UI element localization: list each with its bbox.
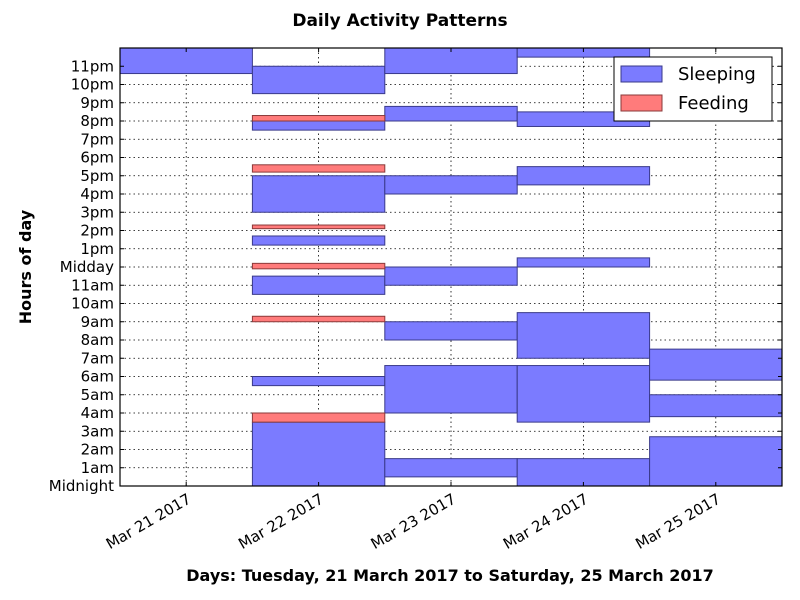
sleeping-interval-bar bbox=[384, 266, 518, 286]
chart-title: Daily Activity Patterns bbox=[292, 11, 507, 31]
sleeping-interval-bar bbox=[649, 348, 783, 381]
x-tick-label: Mar 22 2017 bbox=[235, 490, 326, 553]
sleeping-interval-bar bbox=[384, 47, 518, 75]
sleeping-interval-bar bbox=[384, 365, 518, 414]
y-tick-label: 2am bbox=[81, 441, 114, 459]
sleeping-interval-bar bbox=[516, 312, 651, 359]
y-tick-label: 5pm bbox=[80, 167, 114, 185]
y-tick-label: 7pm bbox=[80, 130, 114, 148]
y-tick-label: Midnight bbox=[49, 477, 114, 495]
y-tick-label: 4am bbox=[81, 404, 114, 422]
y-tick-label: Midday bbox=[60, 258, 114, 276]
legend-label-sleeping: Sleeping bbox=[678, 64, 756, 85]
y-tick-label: 9pm bbox=[80, 94, 114, 112]
y-tick-label: 10am bbox=[71, 295, 114, 313]
sleeping-interval-bar bbox=[251, 235, 386, 246]
y-tick-label: 3am bbox=[81, 422, 114, 440]
x-axis-label: Days: Tuesday, 21 March 2017 to Saturday… bbox=[186, 566, 714, 585]
sleeping-interval-bar bbox=[119, 47, 253, 75]
x-tick-label: Mar 21 2017 bbox=[103, 490, 194, 553]
y-tick-label: 11pm bbox=[71, 57, 114, 75]
y-axis-label: Hours of day bbox=[16, 209, 35, 324]
legend-label-feeding: Feeding bbox=[678, 93, 749, 114]
legend: Sleeping Feeding bbox=[613, 56, 773, 122]
sleeping-interval-bar bbox=[251, 376, 386, 387]
sleeping-interval-bar bbox=[251, 120, 386, 131]
sleeping-interval-bar bbox=[251, 421, 386, 487]
y-tick-label: 5am bbox=[81, 386, 114, 404]
y-tick-label: 2pm bbox=[80, 222, 114, 240]
y-ticks: Midnight1am2am3am4am5am6am7am8am9am10am1… bbox=[49, 57, 782, 495]
sleeping-interval-bar bbox=[251, 65, 386, 95]
sleeping-interval-bar bbox=[384, 105, 518, 122]
y-tick-label: 11am bbox=[71, 276, 114, 294]
feeding-interval-bar bbox=[251, 224, 386, 230]
sleeping-interval-bar bbox=[251, 275, 386, 295]
sleeping-interval-bar bbox=[516, 257, 651, 268]
x-tick-label: Mar 23 2017 bbox=[368, 490, 459, 553]
y-tick-label: 10pm bbox=[71, 76, 114, 94]
sleeping-interval-bar bbox=[649, 436, 783, 487]
bars-layer bbox=[119, 47, 783, 487]
feeding-interval-bar bbox=[251, 412, 386, 423]
y-tick-label: 6am bbox=[81, 368, 114, 386]
x-tick-label: Mar 25 2017 bbox=[632, 490, 723, 553]
y-tick-label: 1pm bbox=[80, 240, 114, 258]
y-tick-label: 8am bbox=[81, 331, 114, 349]
y-tick-label: 8pm bbox=[80, 112, 114, 130]
feeding-interval-bar bbox=[251, 262, 386, 270]
sleeping-interval-bar bbox=[516, 365, 651, 423]
feeding-interval-bar bbox=[251, 315, 386, 323]
feeding-interval-bar bbox=[251, 164, 386, 173]
sleeping-interval-bar bbox=[516, 458, 651, 487]
sleeping-interval-bar bbox=[516, 166, 651, 186]
y-tick-label: 6pm bbox=[80, 149, 114, 167]
y-tick-label: 7am bbox=[81, 349, 114, 367]
y-tick-label: 4pm bbox=[80, 185, 114, 203]
sleeping-interval-bar bbox=[384, 175, 518, 195]
y-tick-label: 9am bbox=[81, 313, 114, 331]
sleeping-interval-bar bbox=[251, 175, 386, 213]
sleeping-interval-bar bbox=[649, 394, 783, 418]
sleeping-interval-bar bbox=[384, 321, 518, 341]
y-tick-label: 1am bbox=[81, 459, 114, 477]
legend-swatch-sleeping bbox=[620, 65, 663, 83]
sleeping-interval-bar bbox=[384, 458, 518, 478]
legend-swatch-feeding bbox=[620, 94, 663, 112]
y-tick-label: 3pm bbox=[80, 203, 114, 221]
feeding-interval-bar bbox=[251, 115, 386, 122]
x-tick-label: Mar 24 2017 bbox=[500, 490, 591, 553]
